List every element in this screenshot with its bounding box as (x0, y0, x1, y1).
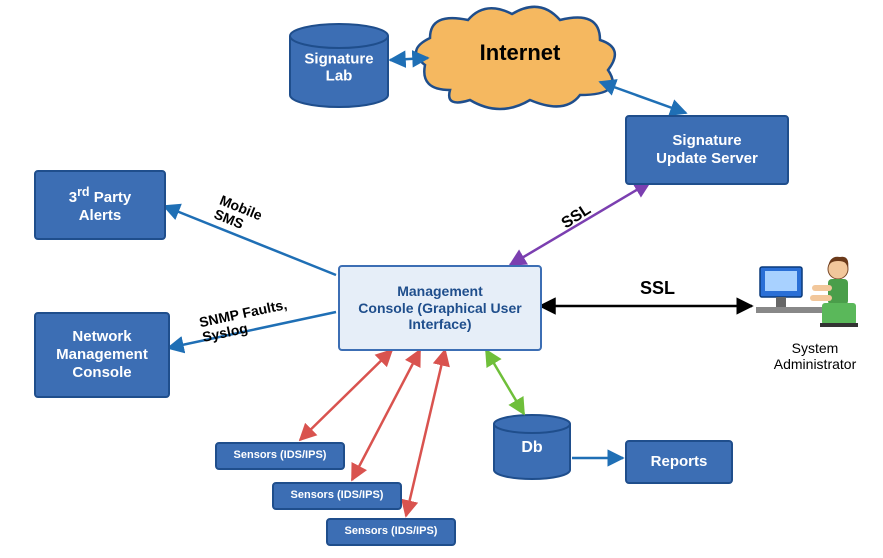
edge-console-db (486, 350, 524, 414)
edge-console-sensor3 (406, 350, 445, 516)
edge-console-sensor2 (352, 350, 420, 480)
edge-console-sensor1 (300, 350, 392, 440)
internet-label: Internet (420, 40, 620, 66)
edge-internet-sigupdate (600, 82, 686, 113)
sensor-2: Sensors (IDS/IPS) (272, 482, 402, 510)
sensor-3: Sensors (IDS/IPS) (326, 518, 456, 546)
edge-label-ssl-2: SSL (640, 278, 675, 299)
sysadmin-label: SystemAdministrator (760, 340, 870, 372)
signature-update-server: SignatureUpdate Server (625, 115, 789, 185)
sensor-1: Sensors (IDS/IPS) (215, 442, 345, 470)
db-label: Db (494, 439, 570, 457)
sysadmin-icon (756, 257, 858, 327)
third-party-alerts: 3rd PartyAlerts (34, 170, 166, 240)
signature-lab-label: SignatureLab (290, 50, 388, 84)
reports-box: Reports (625, 440, 733, 484)
signature-lab-label-wrap: SignatureLab (290, 25, 388, 103)
db-label-wrap: Db (494, 415, 570, 477)
network-management-console: NetworkManagementConsole (34, 312, 170, 398)
management-console: ManagementConsole (Graphical UserInterfa… (338, 265, 542, 351)
